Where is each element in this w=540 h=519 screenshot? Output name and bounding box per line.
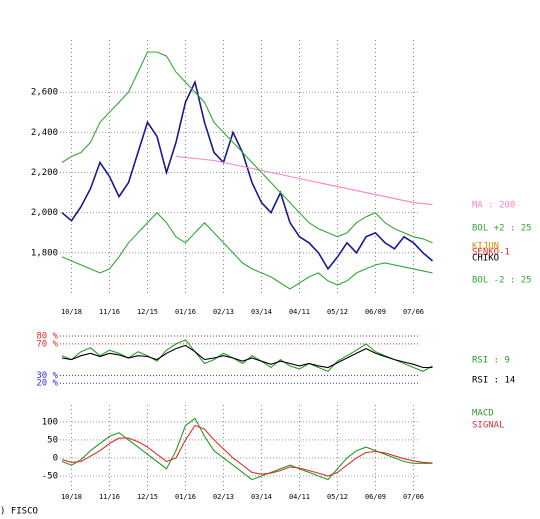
y-tick-label: 2,600 — [31, 88, 58, 98]
series-line — [61, 339, 433, 373]
legend-label: RSI : 14 — [472, 376, 515, 386]
y-tick-label: 1,800 — [31, 248, 58, 258]
legend-label: BOL +2 : 25 — [472, 224, 532, 234]
x-tick-label: 01/16 — [175, 493, 196, 501]
legend-label: MACD — [472, 409, 494, 419]
y-tick-label: 50 — [47, 435, 58, 445]
y-tick-label: 2,200 — [31, 168, 58, 178]
series-line — [61, 417, 433, 481]
x-tick-label: 12/15 — [137, 493, 158, 501]
y-tick-label: 70 % — [36, 339, 58, 349]
y-tick-label: 20 % — [36, 379, 58, 389]
x-tick-label: 03/14 — [251, 493, 272, 501]
y-tick-label: 30 % — [36, 371, 58, 381]
annotation: KIJUN — [472, 242, 499, 252]
x-tick-label: 04/11 — [289, 493, 310, 501]
legend-label: RSI : 9 — [472, 356, 510, 366]
y-tick-label: 100 — [42, 417, 58, 427]
y-tick-label: -50 — [42, 471, 58, 481]
x-tick-label: 05/12 — [327, 308, 348, 316]
x-tick-label: 02/13 — [213, 493, 234, 501]
copyright: ) FISCO — [0, 507, 38, 517]
x-tick-label: 06/09 — [365, 493, 386, 501]
legend-label: MA : 200 — [472, 201, 515, 211]
x-tick-label: 05/12 — [327, 493, 348, 501]
x-tick-label: 10/18 — [61, 493, 82, 501]
series-line — [61, 211, 433, 290]
x-tick-label: 04/11 — [289, 308, 310, 316]
series-line — [61, 51, 433, 244]
x-tick-label: 12/15 — [137, 308, 158, 316]
x-tick-label: 03/14 — [251, 308, 272, 316]
x-tick-label: 10/18 — [61, 308, 82, 316]
x-tick-label: 11/16 — [99, 308, 120, 316]
x-tick-label: 07/06 — [403, 308, 424, 316]
series-line — [61, 424, 433, 477]
y-tick-label: 2,000 — [31, 208, 58, 218]
y-tick-label: 2,400 — [31, 128, 58, 138]
x-tick-label: 11/16 — [99, 493, 120, 501]
x-tick-label: 02/13 — [213, 308, 234, 316]
legend-label: SIGNAL — [472, 421, 505, 431]
x-tick-label: 06/09 — [365, 308, 386, 316]
series-line — [61, 79, 434, 271]
x-tick-label: 01/16 — [175, 308, 196, 316]
legend-label: BOL -2 : 25 — [472, 276, 532, 286]
series-line — [175, 155, 433, 206]
y-tick-label: 80 % — [36, 332, 58, 342]
annotation: CHIKO — [472, 254, 499, 264]
y-tick-label: 0 — [53, 453, 58, 463]
x-tick-label: 07/06 — [403, 493, 424, 501]
annotation: SENKO-1 — [472, 248, 510, 258]
series-line — [61, 344, 433, 369]
